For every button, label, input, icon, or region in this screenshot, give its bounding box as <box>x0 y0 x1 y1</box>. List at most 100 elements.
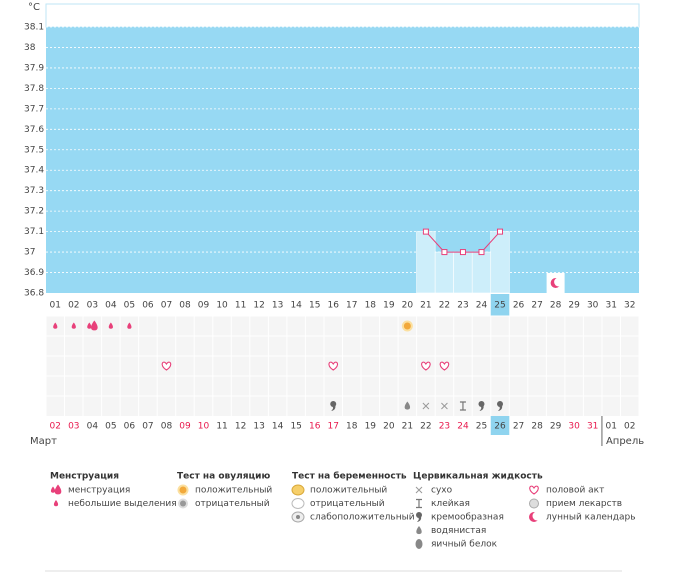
icon-part <box>161 361 172 371</box>
legend-title: Тест на овуляцию <box>177 472 270 482</box>
day-highlight <box>490 294 510 316</box>
cycle-day: 20 <box>402 301 414 311</box>
cycle-day: 31 <box>605 301 616 311</box>
icon-spotting <box>53 322 58 329</box>
cycle-day: 04 <box>105 301 117 311</box>
cycle-day: 23 <box>457 301 468 311</box>
cycle-day: 13 <box>272 301 283 311</box>
legend-label: кремообразная <box>431 513 504 523</box>
legend-label: лунный календарь <box>546 513 636 523</box>
icon-ovulation-pos <box>401 320 413 332</box>
icon-dry <box>415 486 423 494</box>
icon-creamy <box>330 401 337 411</box>
y-tick-label: 37.9 <box>24 63 44 73</box>
y-tick-label: 37.6 <box>24 125 44 135</box>
calendar-date: 05 <box>105 422 116 432</box>
icon-watery <box>404 401 411 410</box>
icon-watery <box>416 526 422 535</box>
date-highlight <box>490 416 510 435</box>
legend-label: водянистая <box>431 526 486 536</box>
icon-sex <box>328 361 339 371</box>
cycle-day: 03 <box>87 301 98 311</box>
cycle-day: 06 <box>142 301 154 311</box>
icon-creamy <box>478 401 485 411</box>
icon-spotting <box>108 322 113 329</box>
calendar-date: 13 <box>253 422 264 432</box>
cycle-day: 29 <box>568 301 580 311</box>
calendar-date: 19 <box>365 422 377 432</box>
icon-sticky <box>416 498 422 509</box>
icon-part <box>532 511 542 521</box>
icon-sex <box>161 361 172 371</box>
calendar-date: 25 <box>476 422 487 432</box>
icon-part <box>87 322 92 329</box>
icon-part <box>439 361 450 371</box>
temperature-point <box>459 249 466 256</box>
calendar-date: 17 <box>328 422 339 432</box>
temperature-column <box>434 251 454 294</box>
cycle-day: 15 <box>309 301 320 311</box>
calendar-date: 30 <box>568 422 580 432</box>
icon-spotting <box>127 322 132 329</box>
cycle-day: 14 <box>290 301 302 311</box>
icon-part <box>416 526 422 535</box>
calendar-date: 21 <box>402 422 413 432</box>
icon-sex <box>439 361 450 371</box>
month-name: Апрель <box>606 436 644 447</box>
calendar-date: 20 <box>383 422 395 432</box>
cycle-day: 07 <box>161 301 172 311</box>
cycle-day: 12 <box>253 301 264 311</box>
icon-preg-neg <box>291 498 305 509</box>
icon-dry <box>422 402 430 410</box>
y-tick-label: 36.8 <box>24 289 44 299</box>
calendar-date: 27 <box>513 422 524 432</box>
temperature-point <box>497 228 504 235</box>
icon-part <box>459 401 466 411</box>
icon-part <box>403 322 411 330</box>
cycle-day: 16 <box>328 301 340 311</box>
cycle-day: 08 <box>179 301 191 311</box>
icon-part <box>108 322 113 329</box>
calendar-date: 24 <box>457 422 469 432</box>
legend-label: менструация <box>68 486 130 496</box>
plot-area <box>46 27 639 293</box>
icon-ovulation-neg <box>178 498 188 509</box>
cycle-day: 09 <box>198 301 210 311</box>
temperature-column <box>471 251 492 294</box>
icon-preg-weak <box>291 511 305 523</box>
calendar-date: 18 <box>346 422 358 432</box>
icon-part <box>422 402 430 410</box>
icon-sex <box>421 361 431 371</box>
icon-part <box>296 515 300 519</box>
icon-eggwhite <box>415 539 423 549</box>
icon-menstruation <box>87 320 98 331</box>
icon-creamy <box>497 401 504 411</box>
temperature-column <box>453 251 473 294</box>
y-tick-label: 37 <box>24 248 35 258</box>
icon-part <box>417 516 422 522</box>
calendar-date: 31 <box>587 422 598 432</box>
y-tick-label: 37.3 <box>24 186 44 196</box>
cycle-day: 17 <box>346 301 357 311</box>
legend-label: небольшие выделения <box>68 499 177 509</box>
icon-dry <box>441 402 448 410</box>
legend-label: прием лекарств <box>546 499 622 509</box>
icon-part <box>479 405 484 411</box>
cycle-day: 25 <box>494 301 505 311</box>
cycle-day: 11 <box>235 301 246 311</box>
icon-part <box>291 498 305 509</box>
y-tick-label: 37.4 <box>24 166 44 176</box>
y-tick-label: 38 <box>24 43 36 53</box>
cycle-day: 02 <box>68 301 79 311</box>
icon-moon <box>550 277 564 288</box>
y-tick-label: 38.1 <box>24 23 44 33</box>
legend-title: Менструация <box>50 472 119 482</box>
y-tick-label: 37.2 <box>24 207 44 217</box>
calendar-date: 15 <box>290 422 301 432</box>
legend-label: положительный <box>310 486 387 496</box>
calendar-date: 03 <box>68 422 79 432</box>
temperature-point <box>478 249 485 256</box>
icon-part <box>529 485 539 495</box>
calendar-date: 09 <box>179 422 191 432</box>
